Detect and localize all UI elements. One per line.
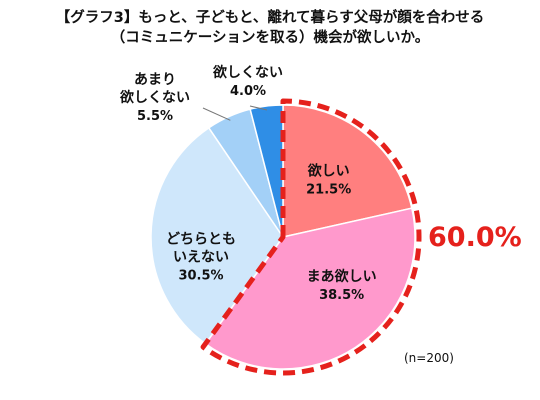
slice-value-どちらともいえない: 30.5% <box>178 268 223 283</box>
slice-name-欲しくない: 欲しくない <box>212 64 283 81</box>
pie-slice-欲しくない <box>249 104 284 238</box>
title-line-2: （コミュニケーションを取る）機会が欲しいか。 <box>110 30 430 46</box>
slice-value-欲しい: 21.5% <box>306 183 351 198</box>
slice-label-欲しくない: 欲しくない 4.0% <box>212 64 283 99</box>
slice-name-あまり欲しくない-1: あまり <box>134 72 176 88</box>
slice-label-欲しい: 欲しい 21.5% <box>306 163 351 198</box>
highlight-dashed-outline <box>200 98 422 376</box>
slice-value-あまり欲しくない: 5.5% <box>137 109 173 124</box>
chart-title: 【グラフ3】もっと、子どもと、離れて暮らす父母が顔を合わせる （コミュニケーショ… <box>0 8 540 48</box>
slice-label-まあ欲しい: まあ欲しい 38.5% <box>307 268 377 303</box>
leader-line-欲しくない <box>249 105 268 111</box>
pie-slice-まあ欲しい <box>204 207 416 370</box>
title-line-1: 【グラフ3】もっと、子どもと、離れて暮らす父母が顔を合わせる <box>55 10 485 26</box>
sample-size-note: (n=200) <box>404 351 454 365</box>
pie-slice-どちらともいえない <box>150 126 284 345</box>
slice-name-どちらともいえない-2: いえない <box>173 249 229 265</box>
slice-name-あまり欲しくない-2: 欲しくない <box>119 89 190 106</box>
slice-value-まあ欲しい: 38.5% <box>319 288 364 303</box>
pie-slice-欲しい <box>282 104 413 238</box>
leader-line-あまり欲しくない <box>202 107 231 121</box>
slice-value-欲しくない: 4.0% <box>230 84 266 99</box>
slice-name-どちらともいえない-1: どちらとも <box>166 231 236 247</box>
highlight-total: 60.0% <box>428 222 522 253</box>
slice-name-まあ欲しい: まあ欲しい <box>307 268 377 285</box>
slice-name-欲しい: 欲しい <box>307 163 350 180</box>
